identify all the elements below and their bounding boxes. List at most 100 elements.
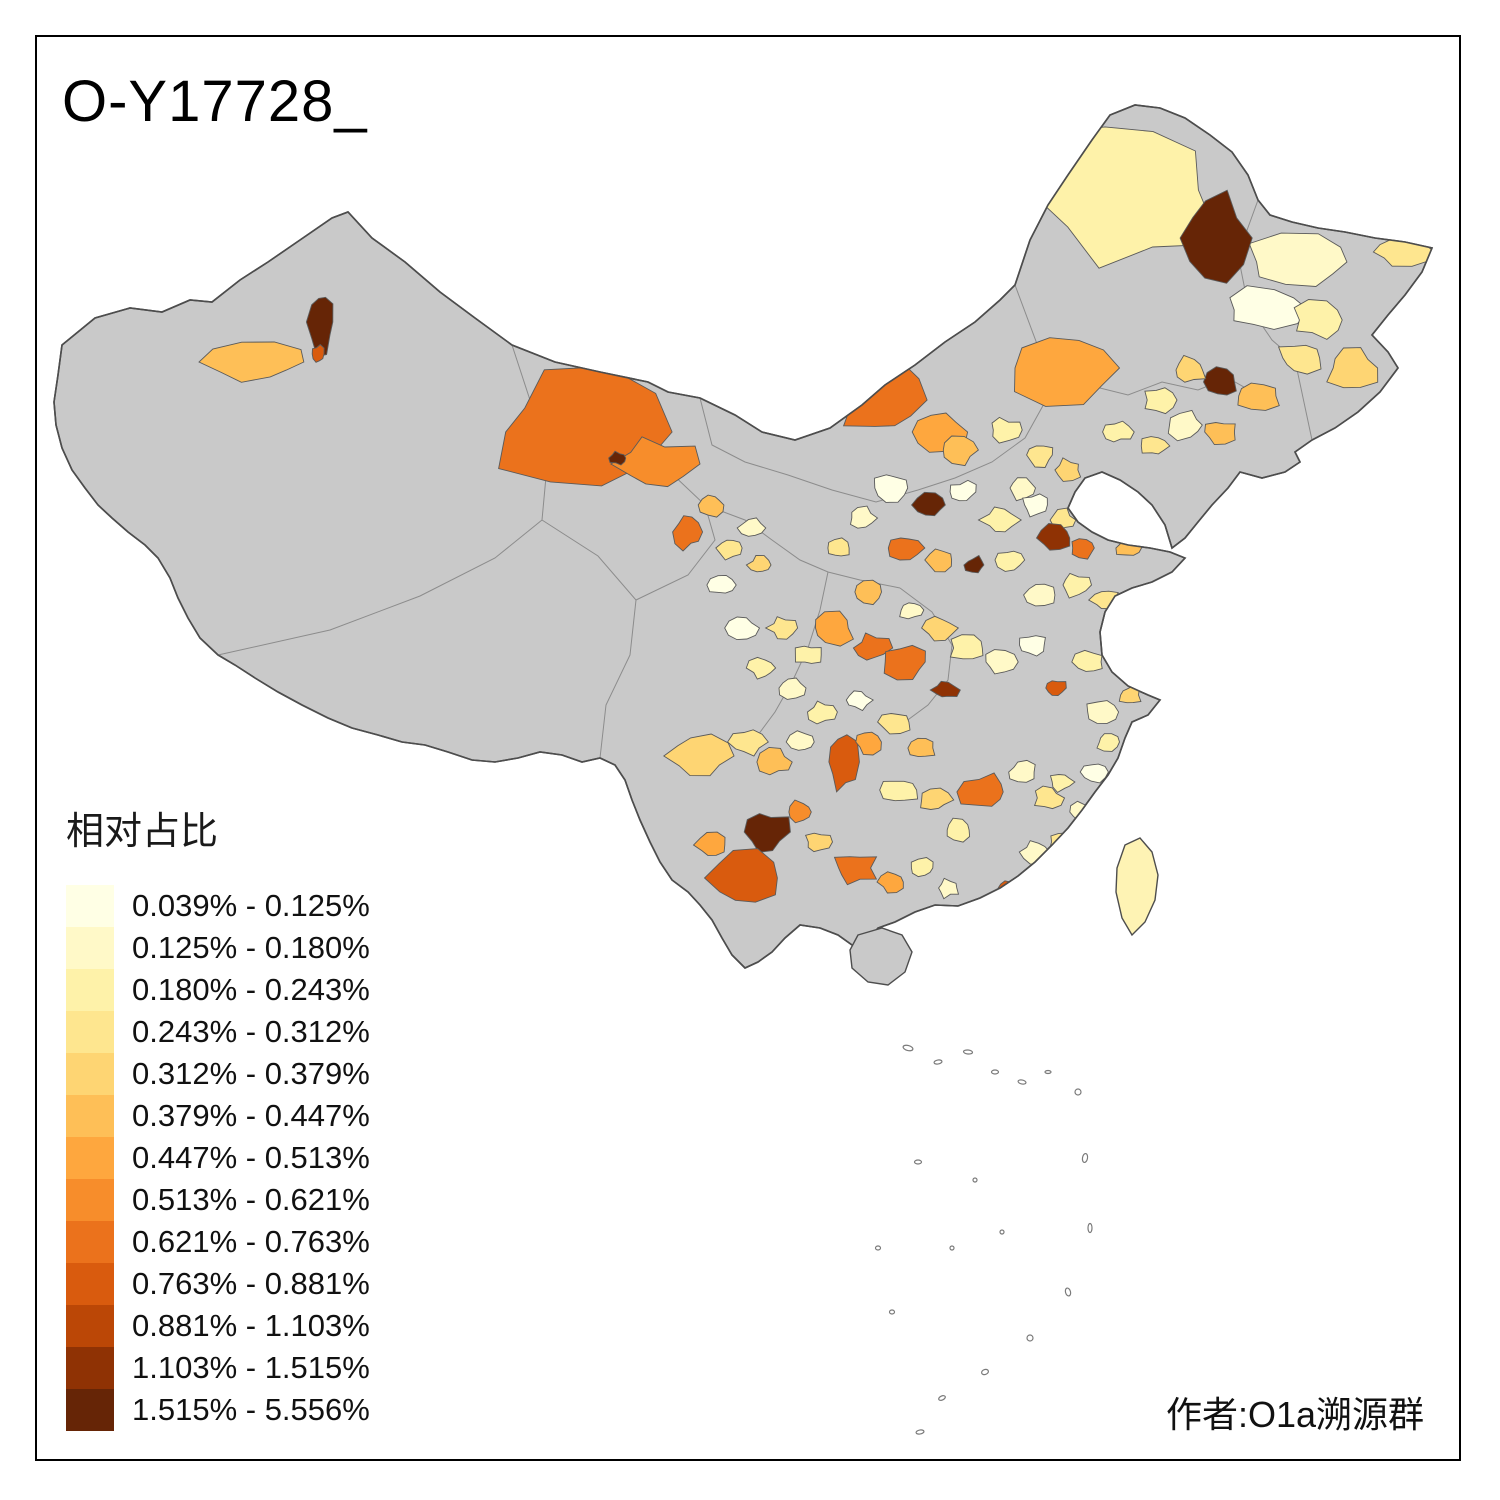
prefecture-region	[994, 550, 1026, 572]
prefecture-region	[756, 746, 793, 776]
legend-swatch	[66, 927, 114, 969]
prefecture-region	[1054, 457, 1082, 482]
prefecture-region	[663, 733, 735, 777]
legend-item: 0.039% - 0.125%	[66, 885, 370, 927]
prefecture-region	[879, 780, 919, 802]
legend-swatch	[66, 969, 114, 1011]
prefecture-region	[697, 494, 725, 518]
prefecture-region	[311, 343, 325, 363]
prefecture-region	[1106, 637, 1134, 659]
sea-islet	[999, 1229, 1005, 1235]
prefecture-region	[745, 656, 777, 680]
prefecture-region	[1086, 700, 1120, 724]
sea-islet	[913, 1159, 923, 1165]
legend-title: 相对占比	[66, 811, 219, 853]
sea-islet	[1064, 1287, 1072, 1297]
prefecture-region	[1069, 800, 1096, 821]
legend-swatch	[66, 1095, 114, 1137]
page-title: O-Y17728_	[62, 69, 368, 134]
prefecture-region	[877, 713, 911, 735]
prefecture-region	[1203, 366, 1237, 396]
prefecture-region	[845, 690, 875, 712]
prefecture-region	[1079, 763, 1109, 784]
prefecture-region	[703, 848, 778, 903]
prefecture-region	[949, 479, 977, 502]
prefecture-region	[1008, 759, 1036, 783]
prefecture-region	[1097, 518, 1125, 537]
legend-label: 1.515% - 5.556%	[132, 1392, 370, 1427]
legend-item: 0.125% - 0.180%	[66, 927, 370, 969]
prefecture-region	[833, 856, 878, 886]
legend-label: 0.513% - 0.621%	[132, 1182, 370, 1217]
legend-label: 0.039% - 0.125%	[132, 888, 370, 923]
prefecture-region	[855, 731, 882, 756]
prefecture-region	[1096, 733, 1120, 752]
legend-swatch	[66, 885, 114, 927]
prefecture-region	[778, 677, 807, 700]
sea-islet	[1081, 1152, 1089, 1164]
prefecture-region	[938, 877, 960, 900]
prefecture-region	[198, 341, 305, 383]
legend: 相对占比 0.039% - 0.125% 0.125% - 0.180% 0.180…	[66, 800, 370, 1431]
sea-islet	[1074, 1088, 1082, 1096]
legend-item: 1.515% - 5.556%	[66, 1389, 370, 1431]
legend-swatch	[66, 1179, 114, 1221]
legend-item: 0.379% - 0.447%	[66, 1095, 370, 1137]
prefecture-region	[1062, 572, 1093, 599]
figure-frame	[35, 35, 1461, 1461]
prefecture-region	[745, 555, 772, 573]
prefecture-region	[608, 450, 627, 466]
prefecture-region	[828, 734, 860, 793]
prefecture-region	[1071, 649, 1103, 672]
legend-items: 0.039% - 0.125% 0.125% - 0.180% 0.180% - 0…	[66, 885, 370, 1431]
prefecture-region	[1144, 387, 1178, 415]
prefecture-region	[764, 616, 799, 640]
prefecture-region	[942, 435, 979, 467]
prefecture-region	[924, 548, 953, 573]
prefecture-region	[1022, 493, 1048, 518]
sea-islet	[962, 1049, 974, 1055]
prefecture-region	[807, 700, 838, 725]
prefecture-region	[1204, 422, 1236, 446]
sea-islet	[1044, 1069, 1052, 1075]
prefecture-region	[692, 831, 726, 856]
sea-islet	[990, 1069, 1000, 1075]
prefecture-region	[985, 649, 1019, 675]
legend-item: 0.763% - 0.881%	[66, 1263, 370, 1305]
author-credit: 作者:O1a溯源群	[1165, 1394, 1424, 1435]
legend-item: 0.180% - 0.243%	[66, 969, 370, 1011]
prefecture-region	[1229, 285, 1310, 330]
prefecture-region	[1167, 409, 1203, 442]
prefecture-region	[873, 474, 909, 503]
legend-label: 0.312% - 0.379%	[132, 1056, 370, 1091]
prefecture-region	[920, 787, 955, 810]
legend-swatch	[66, 1053, 114, 1095]
sea-islet	[949, 1245, 955, 1251]
prefecture-region	[305, 296, 334, 358]
prefecture-region	[949, 634, 984, 660]
prefecture-region	[1293, 299, 1343, 340]
prefecture-region	[827, 537, 850, 557]
legend-swatch	[66, 1389, 114, 1431]
sea-islet	[902, 1044, 914, 1052]
prefecture-region	[706, 574, 737, 594]
prefecture-patches	[198, 126, 1432, 903]
legend-item: 0.243% - 0.312%	[66, 1011, 370, 1053]
prefecture-region	[672, 515, 704, 552]
prefecture-region	[849, 505, 879, 529]
sea-islet	[874, 1245, 882, 1251]
legend-label: 0.881% - 1.103%	[132, 1308, 370, 1343]
prefecture-region	[1045, 680, 1067, 697]
sea-islet	[1026, 1334, 1034, 1342]
prefecture-region	[977, 506, 1023, 533]
prefecture-region	[1179, 189, 1253, 284]
sea-islet	[981, 1368, 989, 1376]
prefecture-region	[1019, 635, 1046, 657]
prefecture-region	[1033, 785, 1066, 810]
legend-label: 0.243% - 0.312%	[132, 1014, 370, 1049]
prefecture-region	[1023, 583, 1056, 607]
legend-item: 0.621% - 0.763%	[66, 1221, 370, 1263]
sea-islet	[888, 1309, 896, 1315]
legend-item: 1.103% - 1.515%	[66, 1347, 370, 1389]
